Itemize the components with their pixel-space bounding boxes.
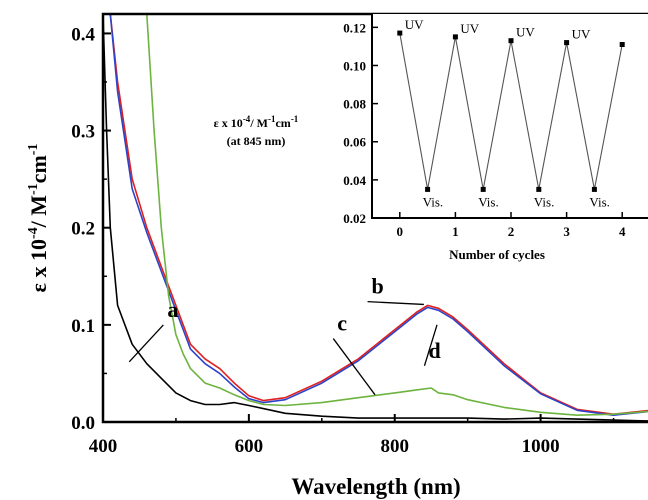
main-y-axis-ticks: 0.0 0.1 0.2 0.3 0.4 [71,24,111,434]
curve-label-c-leader [332,338,376,396]
main-ylabel-unit: cm [26,155,51,183]
inset-uv-label: UV [460,21,479,36]
inset-data-point [480,186,486,192]
inset-ylabel-exp1: -4 [243,114,251,124]
inset-data-point [591,186,597,192]
inset-x-axis-title: Number of cycles [449,247,545,262]
inset-x-tick-label: 1 [452,224,459,239]
main-x-axis-title: Wavelength (nm) [291,474,460,499]
inset-uv-label: UV [572,27,591,42]
inset-x-axis-ticks: 0 1 2 3 4 [397,212,626,239]
inset-data-point [536,186,542,192]
inset-data-point [619,42,625,48]
main-ylabel-prefix: ε x 10 [26,239,51,292]
main-x-axis-ticks: 400 600 800 1000 [89,414,615,457]
inset-vis-label: Vis. [534,194,555,209]
x-tick-label: 1000 [522,436,560,457]
inset-ylabel-unit: cm [275,116,290,130]
curve-label-a: a [167,297,178,322]
inset-y-axis-subtitle: (at 845 nm) [227,134,286,148]
y-tick-label: 0.1 [71,316,95,337]
inset-y-tick-label: 0.12 [343,20,366,35]
inset-x-tick-label: 4 [619,224,626,239]
x-tick-label: 600 [235,436,264,457]
inset-series-group: UV Vis. UV Vis. UV Vis. UV Vis. [397,17,625,209]
inset-y-tick-label: 0.04 [343,173,366,188]
inset-y-tick-label: 0.06 [343,135,366,150]
curve-label-b: b [372,274,384,299]
inset-data-point [425,186,431,192]
inset-data-point [452,34,458,40]
inset-ylabel-prefix: ε x 10 [214,116,243,130]
main-ylabel-exp2: -1 [26,183,41,195]
inset-y-tick-label: 0.08 [343,97,366,112]
curve-label-b-leader [367,301,424,306]
inset-uv-label: UV [516,25,535,40]
inset-ylabel-exp3: -1 [291,114,299,124]
inset-data-point [508,38,514,44]
main-y-axis-title: ε x 10-4/ M-1cm-1 [26,144,51,293]
curve-label-d: d [428,338,440,363]
series-d-line [109,13,648,416]
x-tick-label: 400 [89,436,118,457]
curve-label-d-leader [423,324,438,366]
inset-data-point [397,30,403,36]
inset-x-tick-label: 2 [508,224,515,239]
inset-chart: 0 1 2 3 4 0.02 0.04 0.06 0.08 0.10 0.12 UV Vis. UV V… [214,14,648,262]
main-curve-labels: a bc d [128,274,441,396]
inset-vis-label: Vis. [589,194,610,209]
inset-data-point [564,40,570,46]
main-series-group [102,13,648,422]
series-a-line [102,13,648,422]
inset-x-tick-label: 0 [397,224,404,239]
inset-vis-label: Vis. [423,194,444,209]
inset-ylabel-mid: / M [249,116,268,130]
inset-ylabel-exp2: -1 [268,114,276,124]
main-ylabel-exp1: -4 [26,227,41,239]
inset-uv-label: UV [405,17,424,32]
y-tick-label: 0.0 [71,413,95,434]
inset-y-axis-ticks: 0.02 0.04 0.06 0.08 0.10 0.12 [343,20,378,226]
inset-x-tick-label: 3 [563,224,570,239]
series-b-line [109,13,648,415]
main-ylabel-mid: / M [26,195,51,229]
inset-y-axis-title: ε x 10-4/ M-1cm-1 [214,114,299,130]
y-tick-label: 0.2 [71,219,95,240]
curve-label-a-leader [128,324,164,363]
inset-y-tick-label: 0.10 [343,58,366,73]
main-gridless-plot: a bc d [102,13,648,422]
curve-label-c: c [337,311,347,336]
inset-vis-label: Vis. [478,194,499,209]
series-c-line [146,13,648,416]
main-ylabel-exp3: -1 [26,144,41,156]
x-tick-label: 800 [380,436,409,457]
y-tick-label: 0.3 [71,122,95,143]
y-tick-label: 0.4 [71,24,95,45]
inset-y-tick-label: 0.02 [343,211,366,226]
